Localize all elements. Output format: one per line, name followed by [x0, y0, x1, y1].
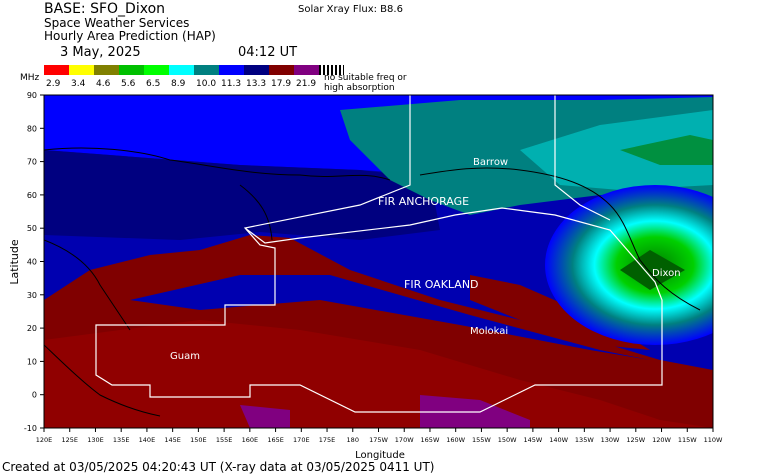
band-red-deep [44, 320, 713, 428]
lat-tick-label: 40 [27, 258, 37, 267]
map-title: BASE: SFO_Dixon [44, 1, 166, 17]
lon-tick-label: 170W [395, 436, 414, 444]
lon-tick-label: 145W [523, 436, 542, 444]
y-axis-label: Latitude [8, 239, 21, 285]
scale-swatch [44, 65, 69, 75]
band-green-arctic [620, 135, 713, 165]
lon-tick-label: 135E [113, 436, 130, 444]
scale-value: 10.0 [196, 79, 217, 89]
scale-swatch [219, 65, 244, 75]
lon-tick-label: 155E [216, 436, 233, 444]
scale-swatch [169, 65, 194, 75]
label-barrow: Barrow [473, 157, 508, 168]
scale-unit: MHz [20, 73, 40, 83]
no-freq-note: no suitable freq or high absorption [324, 73, 407, 93]
scale-swatch [244, 65, 269, 75]
lat-tick-label: 90 [27, 91, 37, 100]
lat-tick-label: 70 [27, 158, 37, 167]
lon-tick-label: 155W [472, 436, 491, 444]
lat-tick-label: 50 [27, 224, 37, 233]
band-blue-stripe [130, 275, 650, 360]
label-dixon: Dixon [652, 268, 681, 279]
lon-tick-label: 180 [347, 436, 359, 444]
band-purple-west [240, 405, 290, 428]
lon-tick-label: 110W [704, 436, 723, 444]
time-label: 04:12 UT [238, 45, 298, 60]
scale-swatch [294, 65, 319, 75]
scale-value: 5.6 [121, 79, 136, 89]
lat-tick-label: 0 [32, 391, 37, 400]
band-navy [44, 150, 440, 240]
footer-created: Created at 03/05/2025 04:20:43 UT (X-ray… [2, 460, 435, 474]
lon-tick-label: 130W [601, 436, 620, 444]
scale-swatch [144, 65, 169, 75]
lat-tick-label: 20 [27, 324, 37, 333]
lon-tick-label: 120W [652, 436, 671, 444]
lon-tick-label: 150E [190, 436, 207, 444]
color-scale-labels: 2.9 3.4 4.6 5.6 6.5 8.9 10.0 11.3 13.3 17.9 21.9 [44, 79, 319, 89]
xray-flux-label: Solar Xray Flux: B8.6 [298, 4, 403, 15]
lat-tick-label: -10 [24, 424, 37, 433]
scale-value: 6.5 [146, 79, 161, 89]
lon-tick-label: 175E [319, 436, 336, 444]
scale-swatch [119, 65, 144, 75]
latitude-ticks: 90 80 70 60 50 40 30 20 10 0 -10 [24, 91, 44, 433]
lat-tick-label: 80 [27, 124, 37, 133]
no-freq-note-line1: no suitable freq or [324, 73, 407, 83]
scale-swatch [194, 65, 219, 75]
scale-value: 17.9 [271, 79, 292, 89]
coastline-alaska-westcoast [419, 167, 701, 311]
lon-tick-label: 140E [139, 436, 156, 444]
lon-tick-label: 175W [369, 436, 388, 444]
lon-tick-label: 120E [36, 436, 53, 444]
date-label: 3 May, 2025 [60, 45, 141, 60]
product-name: Hourly Area Prediction (HAP) [44, 29, 216, 43]
lon-tick-label: 130E [87, 436, 104, 444]
label-molokai: Molokai [470, 326, 508, 337]
coastline-japan [44, 239, 131, 331]
lat-tick-label: 30 [27, 291, 37, 300]
lon-tick-label: 150W [498, 436, 517, 444]
longitude-ticks: 120E 125E 130E 135E 140E 145E 150E 155E 160E 165E… [36, 428, 723, 444]
fir-boundary [95, 95, 663, 413]
lon-tick-label: 125E [61, 436, 78, 444]
band-cyan-arctic [520, 110, 713, 190]
lat-tick-label: 10 [27, 357, 37, 366]
x-axis-label: Longitude [355, 450, 405, 461]
label-guam: Guam [170, 351, 200, 362]
label-fir-anchorage: FIR ANCHORAGE [378, 195, 469, 208]
lon-tick-label: 135W [575, 436, 594, 444]
lon-tick-label: 165E [267, 436, 284, 444]
scale-swatch [269, 65, 294, 75]
scale-value: 2.9 [46, 79, 61, 89]
scale-value: 11.3 [221, 79, 242, 89]
scale-value: 21.9 [296, 79, 317, 89]
lon-tick-label: 115W [678, 436, 697, 444]
lon-tick-label: 140W [549, 436, 568, 444]
coastline-kamchatka [239, 184, 273, 241]
lon-tick-label: 160E [242, 436, 259, 444]
scale-value: 4.6 [96, 79, 111, 89]
coastline-philippines [44, 344, 161, 417]
lon-tick-label: 145E [164, 436, 181, 444]
coastline-siberia [44, 147, 391, 181]
scale-swatch-no-freq [319, 65, 344, 75]
no-freq-note-line2: high absorption [324, 83, 395, 93]
agency-name: Space Weather Services [44, 16, 190, 30]
lon-tick-label: 125W [626, 436, 645, 444]
scale-value: 13.3 [246, 79, 267, 89]
lon-tick-label: 170E [293, 436, 310, 444]
lon-tick-label: 165W [421, 436, 440, 444]
scale-value: 3.4 [71, 79, 86, 89]
scale-swatch [69, 65, 94, 75]
lat-tick-label: 60 [27, 191, 37, 200]
scale-value: 8.9 [171, 79, 186, 89]
fir-boundary-north [554, 95, 611, 221]
scale-swatch [94, 65, 119, 75]
color-scale [44, 65, 344, 75]
lon-tick-label: 160W [446, 436, 465, 444]
map-plot-area: Barrow FIR ANCHORAGE FIR OAKLAND Dixon M… [44, 95, 713, 428]
label-fir-oakland: FIR OAKLAND [404, 278, 479, 291]
